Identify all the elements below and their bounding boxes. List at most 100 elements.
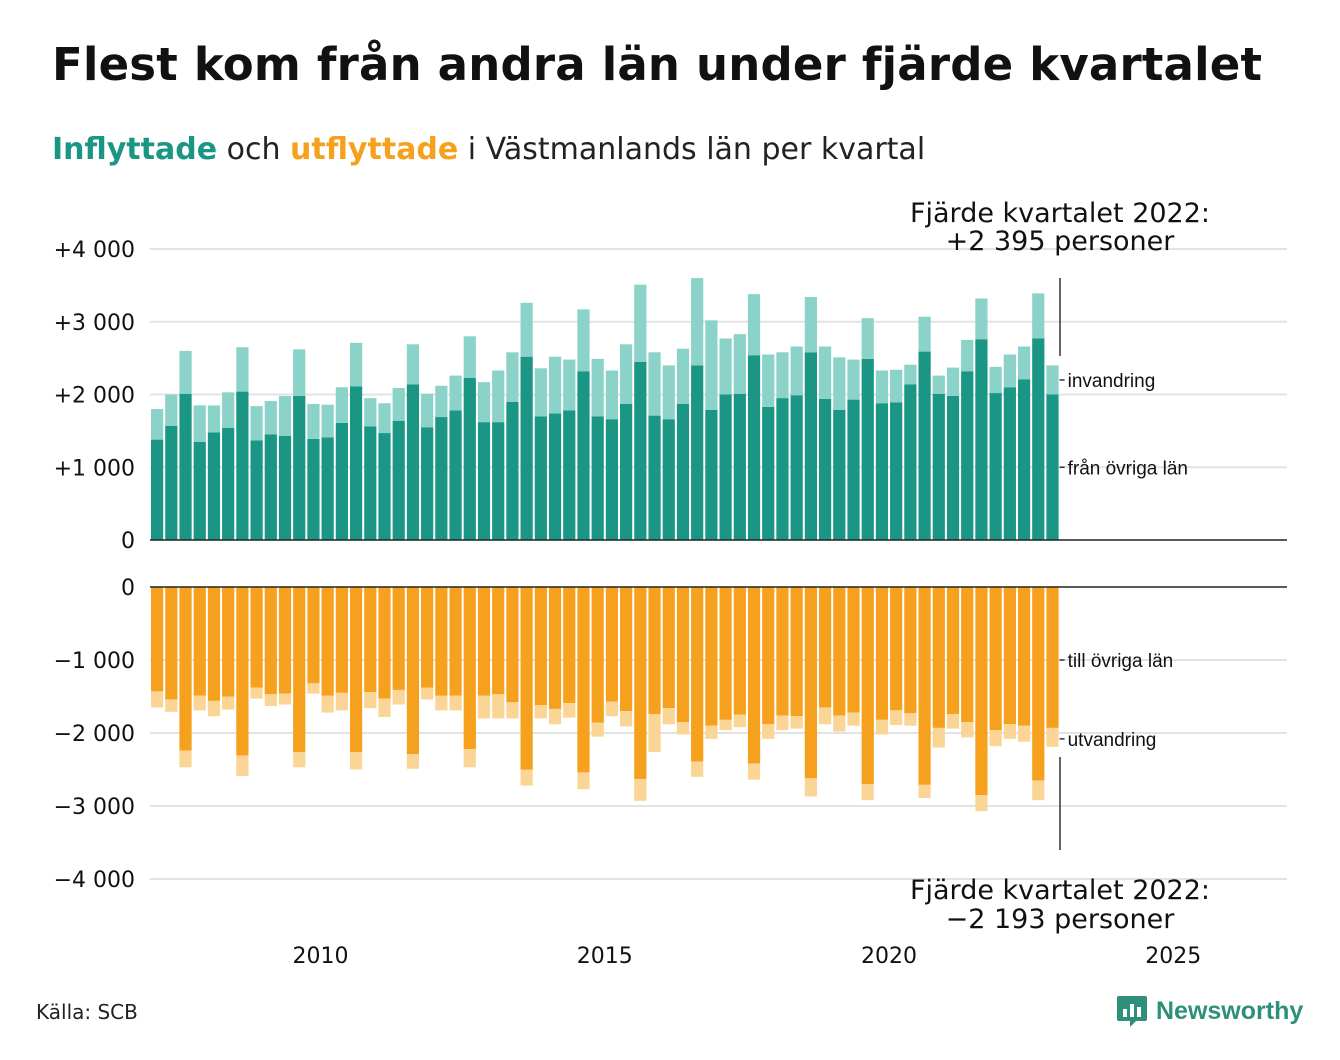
- bar-out-emigration: [392, 689, 405, 705]
- bar-out-domestic: [236, 587, 249, 756]
- bar-out-domestic: [193, 587, 206, 696]
- bar-out-emigration: [278, 693, 292, 705]
- bar-in-immigration: [762, 354, 775, 407]
- subtitle-rest: i Västmanlands län per kvartal: [458, 132, 926, 167]
- bar-in-immigration: [975, 298, 988, 340]
- axes: [150, 539, 1287, 588]
- bar-out-emigration: [747, 763, 761, 780]
- bar-in-domestic: [961, 371, 974, 540]
- bar-out-emigration: [648, 714, 661, 752]
- bar-out-emigration: [406, 754, 420, 769]
- bar-in-immigration: [932, 375, 945, 394]
- x-tick-label: 2015: [577, 944, 633, 969]
- bar-out-emigration: [250, 687, 263, 699]
- bar-in-domestic: [563, 410, 576, 540]
- bar-in-immigration: [676, 348, 690, 404]
- bar-out-domestic: [918, 587, 931, 785]
- bar-out-domestic: [790, 587, 803, 717]
- bar-in-immigration: [321, 404, 334, 438]
- bar-out-domestic: [662, 587, 675, 709]
- y-tick-label: 0: [121, 529, 135, 554]
- bar-out-emigration: [378, 698, 391, 717]
- bar-out-emigration: [932, 727, 945, 748]
- chart-subtitle: Inflyttade och utflyttade i Västmanlands…: [52, 132, 925, 167]
- bar-out-domestic: [733, 587, 746, 715]
- bar-in-immigration: [534, 368, 547, 417]
- labels: 0 +1 000 +2 000 +3 000 +4 000 från övriga län…: [54, 198, 1210, 969]
- bar-in-domestic: [648, 415, 661, 540]
- bar-out-emigration: [1003, 724, 1016, 739]
- bar-in-immigration: [961, 339, 974, 372]
- y-tick-label: +3 000: [54, 311, 135, 336]
- bar-out-domestic: [151, 587, 164, 692]
- bar-in-domestic: [1032, 338, 1045, 540]
- bar-in-immigration: [861, 318, 874, 359]
- bar-in-domestic: [548, 413, 562, 540]
- bar-in-immigration: [506, 352, 519, 402]
- bar-out-domestic: [577, 587, 590, 773]
- bar-out-domestic: [421, 587, 434, 688]
- bar-in-domestic: [335, 422, 348, 540]
- bar-in-domestic: [776, 398, 789, 540]
- bar-out-emigration: [804, 778, 817, 797]
- bar-in-domestic: [492, 422, 505, 540]
- bar-in-immigration: [548, 356, 562, 414]
- bar-out-domestic: [392, 587, 405, 690]
- newsworthy-logo-icon: [1117, 996, 1147, 1027]
- bar-out-domestic: [563, 587, 576, 704]
- bar-in-immigration: [904, 364, 917, 385]
- bar-out-emigration: [449, 695, 462, 711]
- bar-out-domestic: [875, 587, 889, 720]
- bar-in-domestic: [577, 371, 590, 540]
- bar-in-immigration: [563, 359, 576, 411]
- bar-out-domestic: [264, 587, 277, 695]
- bar-in-immigration: [435, 385, 448, 418]
- bar-out-domestic: [776, 587, 789, 716]
- bar-in-domestic: [890, 402, 903, 540]
- bar-in-immigration: [421, 393, 434, 428]
- x-tick-label: 2020: [861, 944, 917, 969]
- bar-in-immigration: [989, 366, 1002, 394]
- bar-out-emigration: [634, 778, 647, 801]
- bar-out-domestic: [605, 587, 619, 702]
- y-tick-label: −4 000: [54, 868, 135, 893]
- bar-in-domestic: [790, 395, 803, 540]
- bar-out-emigration: [918, 784, 931, 798]
- bar-out-domestic: [492, 587, 505, 695]
- bar-in-domestic: [236, 391, 249, 540]
- bar-in-domestic: [435, 417, 448, 540]
- bar-in-immigration: [662, 365, 675, 420]
- bar-in-immigration: [278, 395, 292, 436]
- bar-out-domestic: [1003, 587, 1016, 725]
- bar-in-domestic: [477, 422, 491, 540]
- bar-out-domestic: [534, 587, 547, 706]
- bar-in-immigration: [392, 387, 405, 421]
- bar-out-domestic: [349, 587, 363, 752]
- bar-out-domestic: [847, 587, 860, 713]
- bar-out-domestic: [477, 587, 491, 696]
- bar-out-domestic: [989, 587, 1002, 731]
- bar-in-immigration: [193, 405, 206, 442]
- bar-out-emigration: [563, 703, 576, 718]
- bar-in-domestic: [591, 416, 604, 540]
- y-tick-label: +2 000: [54, 384, 135, 409]
- bar-in-domestic: [250, 440, 263, 540]
- bar-in-immigration: [449, 375, 462, 411]
- bar-out-domestic: [890, 587, 903, 711]
- bar-out-emigration: [364, 692, 377, 709]
- bar-in-domestic: [449, 410, 462, 540]
- bar-out-domestic: [278, 587, 292, 694]
- bar-in-domestic: [406, 384, 420, 540]
- bar-in-domestic: [349, 386, 363, 540]
- bar-in-domestic: [620, 403, 633, 540]
- annotation-bottom-line2: −2 193 personer: [946, 904, 1176, 935]
- bar-in-domestic: [605, 419, 619, 540]
- y-tick-label: +4 000: [54, 238, 135, 263]
- bar-in-immigration: [264, 401, 277, 435]
- bar-out-domestic: [818, 587, 832, 708]
- bar-out-domestic: [975, 587, 988, 796]
- x-tick-label: 2010: [293, 944, 349, 969]
- bar-in-domestic: [520, 356, 533, 540]
- bar-out-domestic: [406, 587, 420, 755]
- bar-out-emigration: [165, 699, 178, 712]
